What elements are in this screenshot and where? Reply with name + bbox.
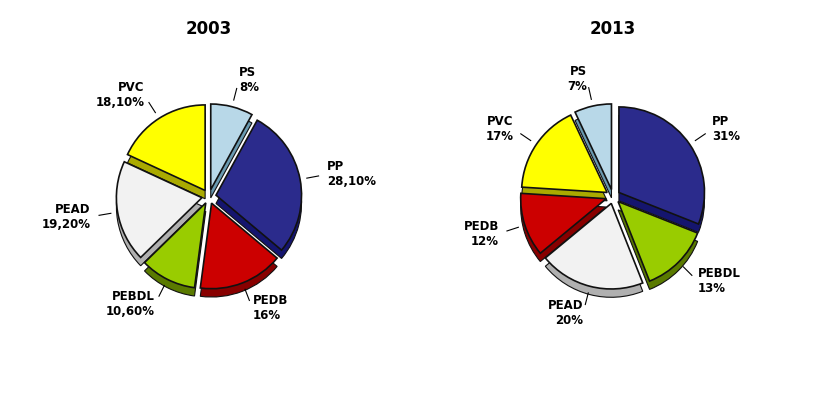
Wedge shape — [618, 210, 698, 289]
Wedge shape — [619, 115, 704, 232]
Wedge shape — [117, 170, 202, 266]
Text: PVC
18,10%: PVC 18,10% — [95, 81, 145, 109]
Wedge shape — [216, 129, 302, 259]
Title: 2013: 2013 — [590, 20, 636, 38]
Text: PEAD
19,20%: PEAD 19,20% — [42, 203, 90, 231]
Text: PEDB
16%: PEDB 16% — [252, 294, 288, 322]
Text: PEDB
12%: PEDB 12% — [464, 220, 499, 248]
Wedge shape — [575, 112, 612, 198]
Wedge shape — [618, 202, 698, 281]
Text: PS
8%: PS 8% — [239, 66, 259, 94]
Text: PEBDL
10,60%: PEBDL 10,60% — [106, 290, 155, 318]
Wedge shape — [145, 211, 206, 296]
Title: 2003: 2003 — [186, 20, 232, 38]
Wedge shape — [216, 120, 302, 250]
Wedge shape — [545, 212, 643, 297]
Wedge shape — [522, 115, 607, 193]
Wedge shape — [145, 203, 206, 288]
Wedge shape — [545, 204, 643, 289]
Text: PP
28,10%: PP 28,10% — [327, 160, 376, 188]
Wedge shape — [201, 211, 277, 297]
Wedge shape — [117, 162, 202, 257]
Wedge shape — [201, 203, 277, 289]
Text: PP
31%: PP 31% — [713, 115, 741, 143]
Wedge shape — [619, 107, 704, 224]
Wedge shape — [522, 123, 607, 201]
Wedge shape — [127, 113, 206, 199]
Wedge shape — [520, 202, 607, 262]
Text: PS
7%: PS 7% — [567, 65, 587, 93]
Text: PEBDL
13%: PEBDL 13% — [698, 267, 741, 296]
Wedge shape — [127, 105, 206, 191]
Wedge shape — [210, 104, 252, 189]
Wedge shape — [210, 112, 252, 198]
Text: PEAD
20%: PEAD 20% — [547, 299, 583, 327]
Text: PVC
17%: PVC 17% — [486, 115, 514, 143]
Wedge shape — [575, 104, 612, 189]
Wedge shape — [520, 193, 607, 253]
